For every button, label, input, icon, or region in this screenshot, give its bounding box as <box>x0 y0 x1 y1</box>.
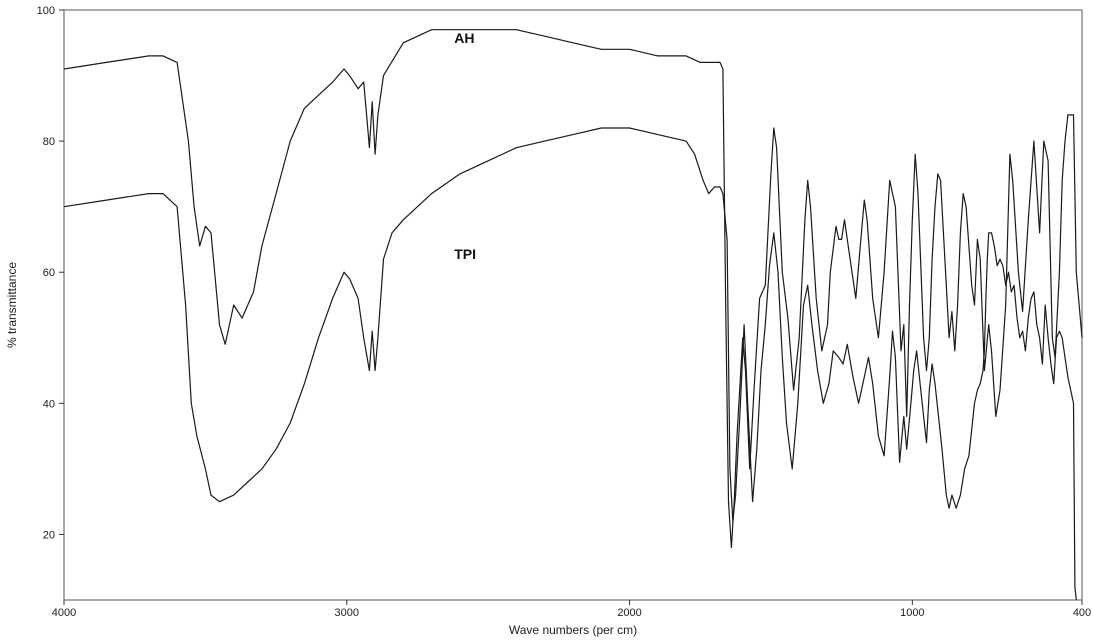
series-labels: AH TPI <box>454 30 476 262</box>
plot-frame <box>63 9 1083 601</box>
x-tick-label: 400 <box>1073 607 1091 619</box>
y-tick-label: 40 <box>43 398 55 410</box>
series-label-tpi: TPI <box>454 246 476 262</box>
x-tick-label: 2000 <box>617 607 641 619</box>
x-tick-label: 4000 <box>52 607 76 619</box>
x-axis-ticks: 4000 3000 2000 1000 400 <box>52 600 1091 619</box>
y-tick-label: 60 <box>43 267 55 279</box>
y-axis-ticks: 20 40 60 80 100 <box>37 5 64 541</box>
series-line-tpi <box>63 127 1077 601</box>
x-tick-label: 3000 <box>335 607 359 619</box>
y-tick-label: 100 <box>37 5 55 17</box>
x-tick-label: 1000 <box>900 607 924 619</box>
x-axis-title: Wave numbers (per cm) <box>509 623 637 637</box>
spectrum-curves <box>63 29 1083 601</box>
series-label-ah: AH <box>454 30 474 46</box>
y-tick-label: 20 <box>43 529 55 541</box>
series-line-ah <box>63 29 1083 549</box>
y-tick-label: 80 <box>43 136 55 148</box>
y-axis-title: % transmittance <box>5 262 19 348</box>
